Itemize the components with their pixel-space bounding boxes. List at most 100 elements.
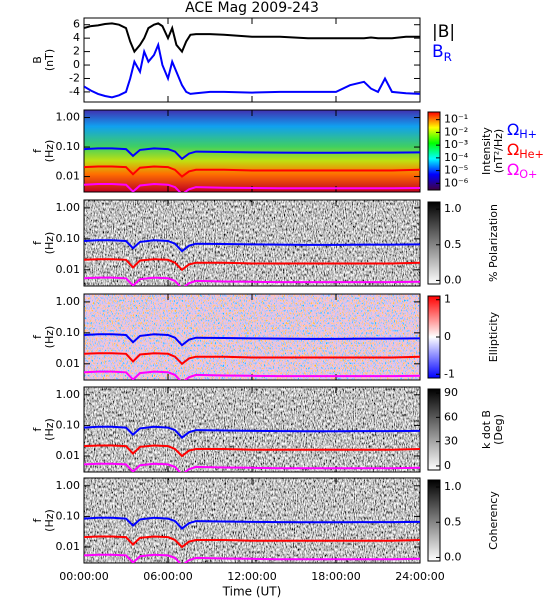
colorbar-tick-label: 90 xyxy=(444,386,458,399)
colorbar-tick-label: 0.5 xyxy=(444,238,462,251)
legend-name: B xyxy=(432,42,444,62)
colorbar-label: k dot B xyxy=(480,410,493,449)
y-axis-label: (Hz) xyxy=(43,509,56,532)
y-axis-label: f xyxy=(31,517,44,522)
y-tick-label: 0.01 xyxy=(56,449,81,462)
y-axis-label: f xyxy=(31,148,44,153)
colorbar-tick-label: 10⁻⁴ xyxy=(444,151,469,164)
y-tick-label: 0.10 xyxy=(56,140,81,153)
series-line xyxy=(84,553,420,563)
y-axis-label: (nT) xyxy=(43,49,56,71)
series-line xyxy=(84,462,420,472)
legend-entry: ΩHe+ xyxy=(507,140,544,162)
y-tick-label: 2 xyxy=(73,45,80,58)
legend-name: Ω xyxy=(507,160,519,179)
series-line xyxy=(84,352,420,366)
series-line xyxy=(84,147,420,161)
colorbar xyxy=(427,201,441,285)
series-line xyxy=(84,165,420,178)
colorbar-tick-label: 10⁻⁶ xyxy=(444,176,469,189)
y-tick-label: 1.00 xyxy=(56,479,81,492)
x-tick-label: 12:00:00 xyxy=(227,570,276,583)
y-axis-label: (Hz) xyxy=(43,326,56,349)
series-line xyxy=(84,370,420,380)
colorbar-label: (Deg) xyxy=(492,414,505,445)
colorbar-tick-label: 0 xyxy=(444,459,451,472)
series-line xyxy=(84,333,420,347)
y-tick-label: 0.01 xyxy=(56,540,81,553)
y-tick-label: 0.01 xyxy=(56,170,81,183)
legend-name: Ω xyxy=(507,140,519,159)
legend-name: |B| xyxy=(432,22,455,42)
spectrogram xyxy=(84,387,420,472)
y-axis-label: (Hz) xyxy=(43,418,56,441)
legend-sub: H+ xyxy=(519,128,537,141)
colorbar-tick-label: 60 xyxy=(444,410,458,423)
colorbar-tick-label: 1.0 xyxy=(444,480,462,493)
y-tick-label: 1.00 xyxy=(56,295,81,308)
series-line xyxy=(84,258,420,272)
colorbar-tick-label: 10⁻⁵ xyxy=(444,164,468,177)
series-line xyxy=(84,444,420,458)
colorbar-tick-label: 10⁻³ xyxy=(444,138,468,151)
spectrogram xyxy=(84,110,420,192)
colorbar xyxy=(427,111,441,191)
series-line xyxy=(84,182,420,192)
colorbar-label: (nT²/Hz) xyxy=(492,129,505,173)
legend-entry: ΩH+ xyxy=(507,120,537,142)
series-line xyxy=(84,535,420,549)
y-tick-label: 1.00 xyxy=(56,201,81,214)
series-line xyxy=(84,239,420,253)
chart-title: ACE Mag 2009-243 xyxy=(185,0,319,16)
colorbar xyxy=(427,479,441,562)
y-tick-label: 1.00 xyxy=(56,388,81,401)
y-tick-label: 0.01 xyxy=(56,357,81,370)
y-tick-label: 0.01 xyxy=(56,263,81,276)
colorbar-label: Intensity xyxy=(480,127,493,175)
colorbar-tick-label: 1 xyxy=(444,293,451,306)
x-tick-label: 06:00:00 xyxy=(143,570,192,583)
colorbar-tick-label: 0.0 xyxy=(444,273,462,286)
y-axis-label: f xyxy=(31,334,44,339)
y-tick-label: -2 xyxy=(69,71,80,84)
legend-sub: R xyxy=(444,50,452,64)
y-axis-label: f xyxy=(31,426,44,431)
colorbar xyxy=(427,388,441,471)
legend-entry: |B| xyxy=(432,22,455,42)
y-tick-label: 6 xyxy=(73,18,80,31)
colorbar-tick-label: 10⁻² xyxy=(444,125,468,138)
x-axis-label: Time (UT) xyxy=(222,585,282,599)
legend-entry: BR xyxy=(432,42,452,64)
y-tick-label: 0 xyxy=(73,58,80,71)
y-axis-label: (Hz) xyxy=(43,140,56,163)
colorbar-label: % Polarization xyxy=(487,204,500,282)
legend-entry: ΩO+ xyxy=(507,160,537,182)
spectrogram xyxy=(84,478,420,563)
y-axis-label: (Hz) xyxy=(43,232,56,255)
y-tick-label: 0.10 xyxy=(56,418,81,431)
series-line xyxy=(84,276,420,286)
colorbar-tick-label: 0.0 xyxy=(444,550,462,563)
colorbar-label: Coherency xyxy=(487,491,500,550)
x-tick-label: 18:00:00 xyxy=(311,570,360,583)
colorbar-tick-label: 10⁻¹ xyxy=(444,113,468,126)
y-tick-label: 4 xyxy=(73,31,80,44)
colorbar-tick-label: 30 xyxy=(444,435,458,448)
series-line xyxy=(84,425,420,439)
series-line xyxy=(84,41,420,99)
spectrogram xyxy=(84,200,420,286)
series-line xyxy=(84,22,420,54)
colorbar-tick-label: -1 xyxy=(444,367,455,380)
y-axis-label: f xyxy=(31,240,44,245)
series-line xyxy=(84,516,420,530)
spectrogram xyxy=(84,294,420,380)
y-tick-label: 0.10 xyxy=(56,326,81,339)
legend-sub: O+ xyxy=(519,168,537,181)
x-tick-label: 00:00:00 xyxy=(59,570,108,583)
y-tick-label: 1.00 xyxy=(56,111,81,124)
colorbar-label: Ellipticity xyxy=(487,311,500,362)
colorbar-tick-label: 0 xyxy=(444,330,451,343)
y-tick-label: 0.10 xyxy=(56,232,81,245)
colorbar-tick-label: 0.5 xyxy=(444,515,462,528)
